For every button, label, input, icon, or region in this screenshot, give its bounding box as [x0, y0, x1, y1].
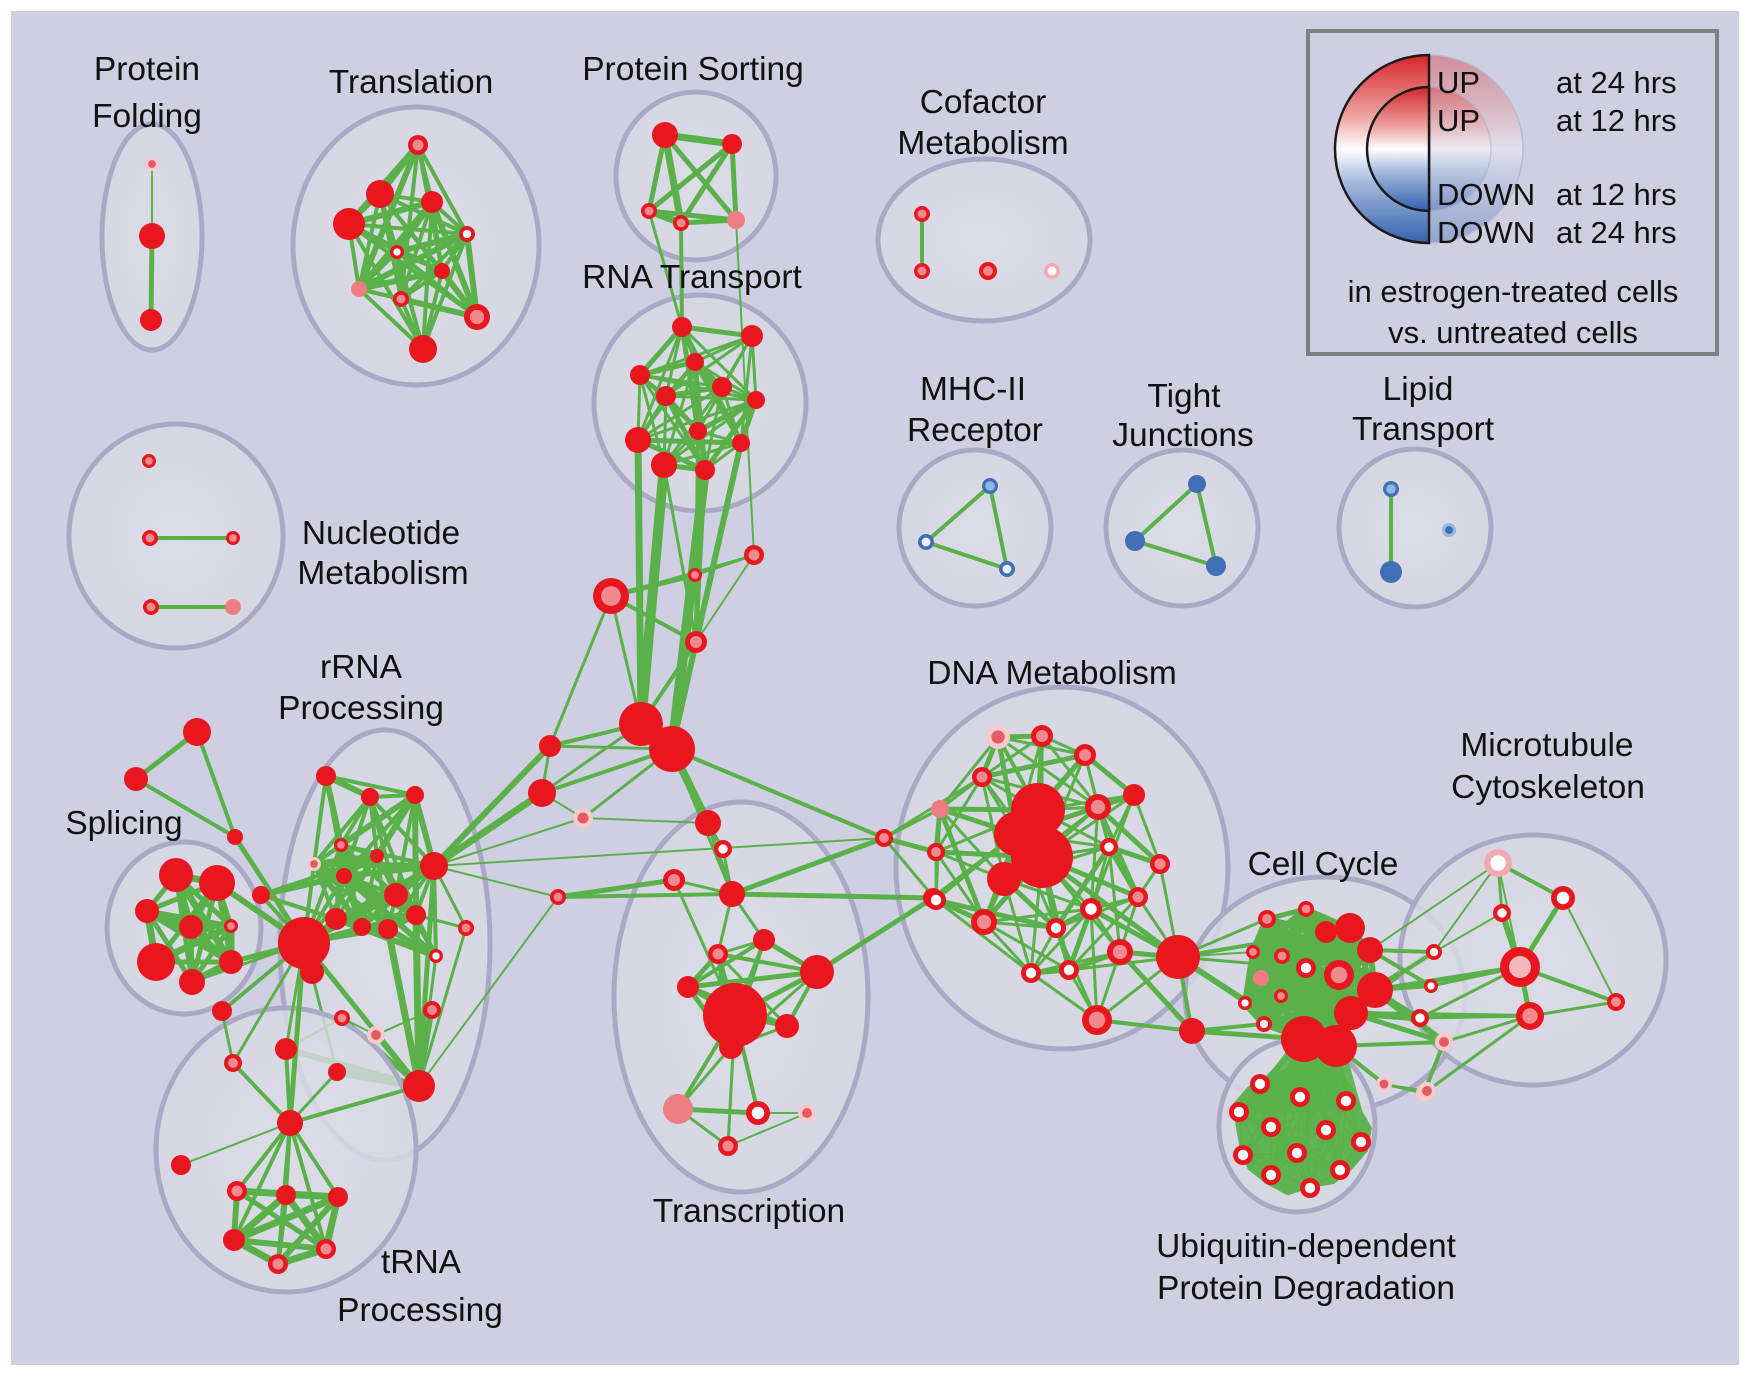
svg-text:vs. untreated cells: vs. untreated cells: [1388, 315, 1638, 350]
svg-text:MHC-II: MHC-II: [920, 371, 1026, 408]
svg-text:Lipid: Lipid: [1383, 371, 1454, 408]
svg-text:Junctions: Junctions: [1112, 417, 1254, 454]
svg-text:DOWN: DOWN: [1437, 215, 1535, 250]
svg-text:rRNA: rRNA: [320, 649, 403, 686]
svg-text:UP: UP: [1437, 65, 1480, 100]
svg-text:at 12 hrs: at 12 hrs: [1556, 103, 1677, 138]
svg-text:Translation: Translation: [329, 64, 493, 101]
svg-text:DNA Metabolism: DNA Metabolism: [927, 655, 1176, 692]
svg-text:DOWN: DOWN: [1437, 177, 1535, 212]
svg-text:Metabolism: Metabolism: [897, 125, 1068, 162]
svg-text:Protein Degradation: Protein Degradation: [1157, 1270, 1455, 1307]
svg-text:in estrogen-treated cells: in estrogen-treated cells: [1348, 274, 1679, 309]
svg-text:Cofactor: Cofactor: [920, 84, 1047, 121]
svg-text:Receptor: Receptor: [907, 412, 1043, 449]
svg-text:Metabolism: Metabolism: [297, 555, 468, 592]
svg-text:at 12 hrs: at 12 hrs: [1556, 177, 1677, 212]
svg-text:Microtubule: Microtubule: [1460, 727, 1633, 764]
svg-text:Splicing: Splicing: [65, 805, 182, 842]
svg-text:RNA Transport: RNA Transport: [582, 259, 802, 296]
svg-text:Processing: Processing: [337, 1292, 503, 1329]
svg-text:Transport: Transport: [1352, 411, 1495, 448]
svg-text:Cell Cycle: Cell Cycle: [1248, 846, 1399, 883]
svg-text:Nucleotide: Nucleotide: [302, 515, 460, 552]
svg-text:Protein: Protein: [94, 51, 200, 88]
svg-text:UP: UP: [1437, 103, 1480, 138]
svg-text:Protein Sorting: Protein Sorting: [582, 51, 804, 88]
svg-text:Transcription: Transcription: [653, 1193, 845, 1230]
svg-text:Processing: Processing: [278, 690, 444, 727]
svg-text:Folding: Folding: [92, 98, 202, 135]
svg-text:Cytoskeleton: Cytoskeleton: [1451, 769, 1645, 806]
svg-text:tRNA: tRNA: [381, 1244, 462, 1281]
svg-text:at 24 hrs: at 24 hrs: [1556, 65, 1677, 100]
svg-text:Tight: Tight: [1147, 378, 1221, 415]
svg-text:at 24 hrs: at 24 hrs: [1556, 215, 1677, 250]
svg-text:Ubiquitin-dependent: Ubiquitin-dependent: [1156, 1228, 1457, 1265]
